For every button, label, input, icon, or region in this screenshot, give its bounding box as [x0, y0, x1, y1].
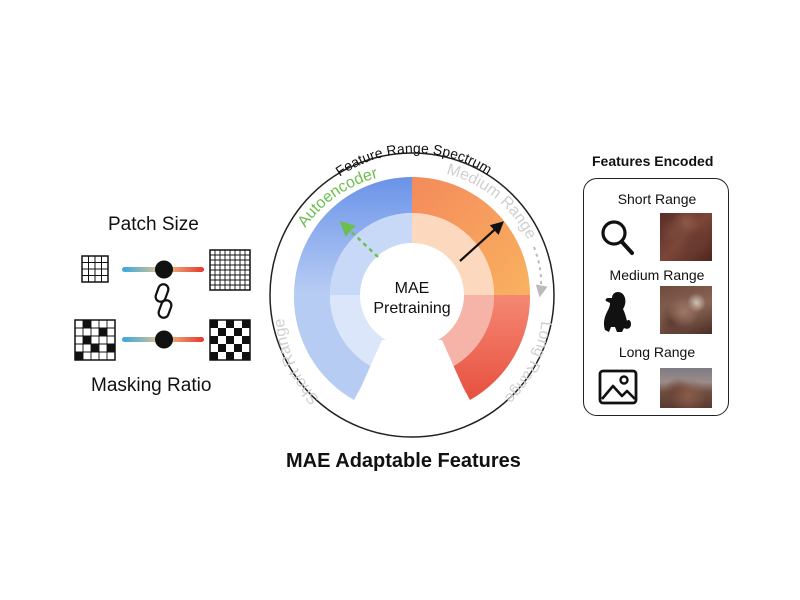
long-range-segment — [452, 295, 531, 400]
short-range-thumbnail — [660, 213, 712, 261]
short-range-segment — [293, 295, 372, 400]
masking-ratio-label: Masking Ratio — [91, 375, 212, 396]
features-encoded-title: Features Encoded — [592, 153, 714, 169]
feature-range-wheel: Feature Range Spectrum Autoencoder Mediu… — [269, 145, 555, 438]
patch-size-slider[interactable] — [122, 260, 204, 279]
low-mask-grid-icon — [74, 319, 116, 361]
image-icon — [598, 369, 638, 405]
patch-controls — [74, 249, 251, 361]
link-chain-icon — [154, 283, 173, 319]
autoencoder-arrow — [339, 220, 379, 258]
dog-icon — [603, 292, 631, 332]
small-patch-grid-icon — [81, 255, 109, 283]
wheel-outline — [269, 152, 555, 438]
center-label-line1: MAE — [395, 280, 430, 297]
features-encoded-panel: Short Range Medium Range Long Range — [583, 178, 729, 416]
mae-direction-arrow — [459, 221, 504, 262]
range-shift-arrow — [533, 246, 548, 298]
figure-caption: MAE Adaptable Features — [286, 450, 521, 472]
long-range-item-label: Long Range — [618, 344, 696, 360]
medium-range-thumbnail — [660, 286, 712, 334]
high-mask-grid-icon — [209, 319, 251, 361]
patch-size-label: Patch Size — [108, 214, 199, 235]
large-patch-grid-icon — [209, 249, 251, 291]
center-label-line2: Pretraining — [373, 300, 450, 317]
medium-range-item-label: Medium Range — [609, 267, 705, 283]
short-range-item-label: Short Range — [617, 191, 697, 207]
long-range-thumbnail — [660, 368, 712, 408]
medium-range-segment — [412, 177, 530, 295]
magnifier-icon — [601, 220, 634, 255]
masking-ratio-slider[interactable] — [122, 330, 204, 349]
